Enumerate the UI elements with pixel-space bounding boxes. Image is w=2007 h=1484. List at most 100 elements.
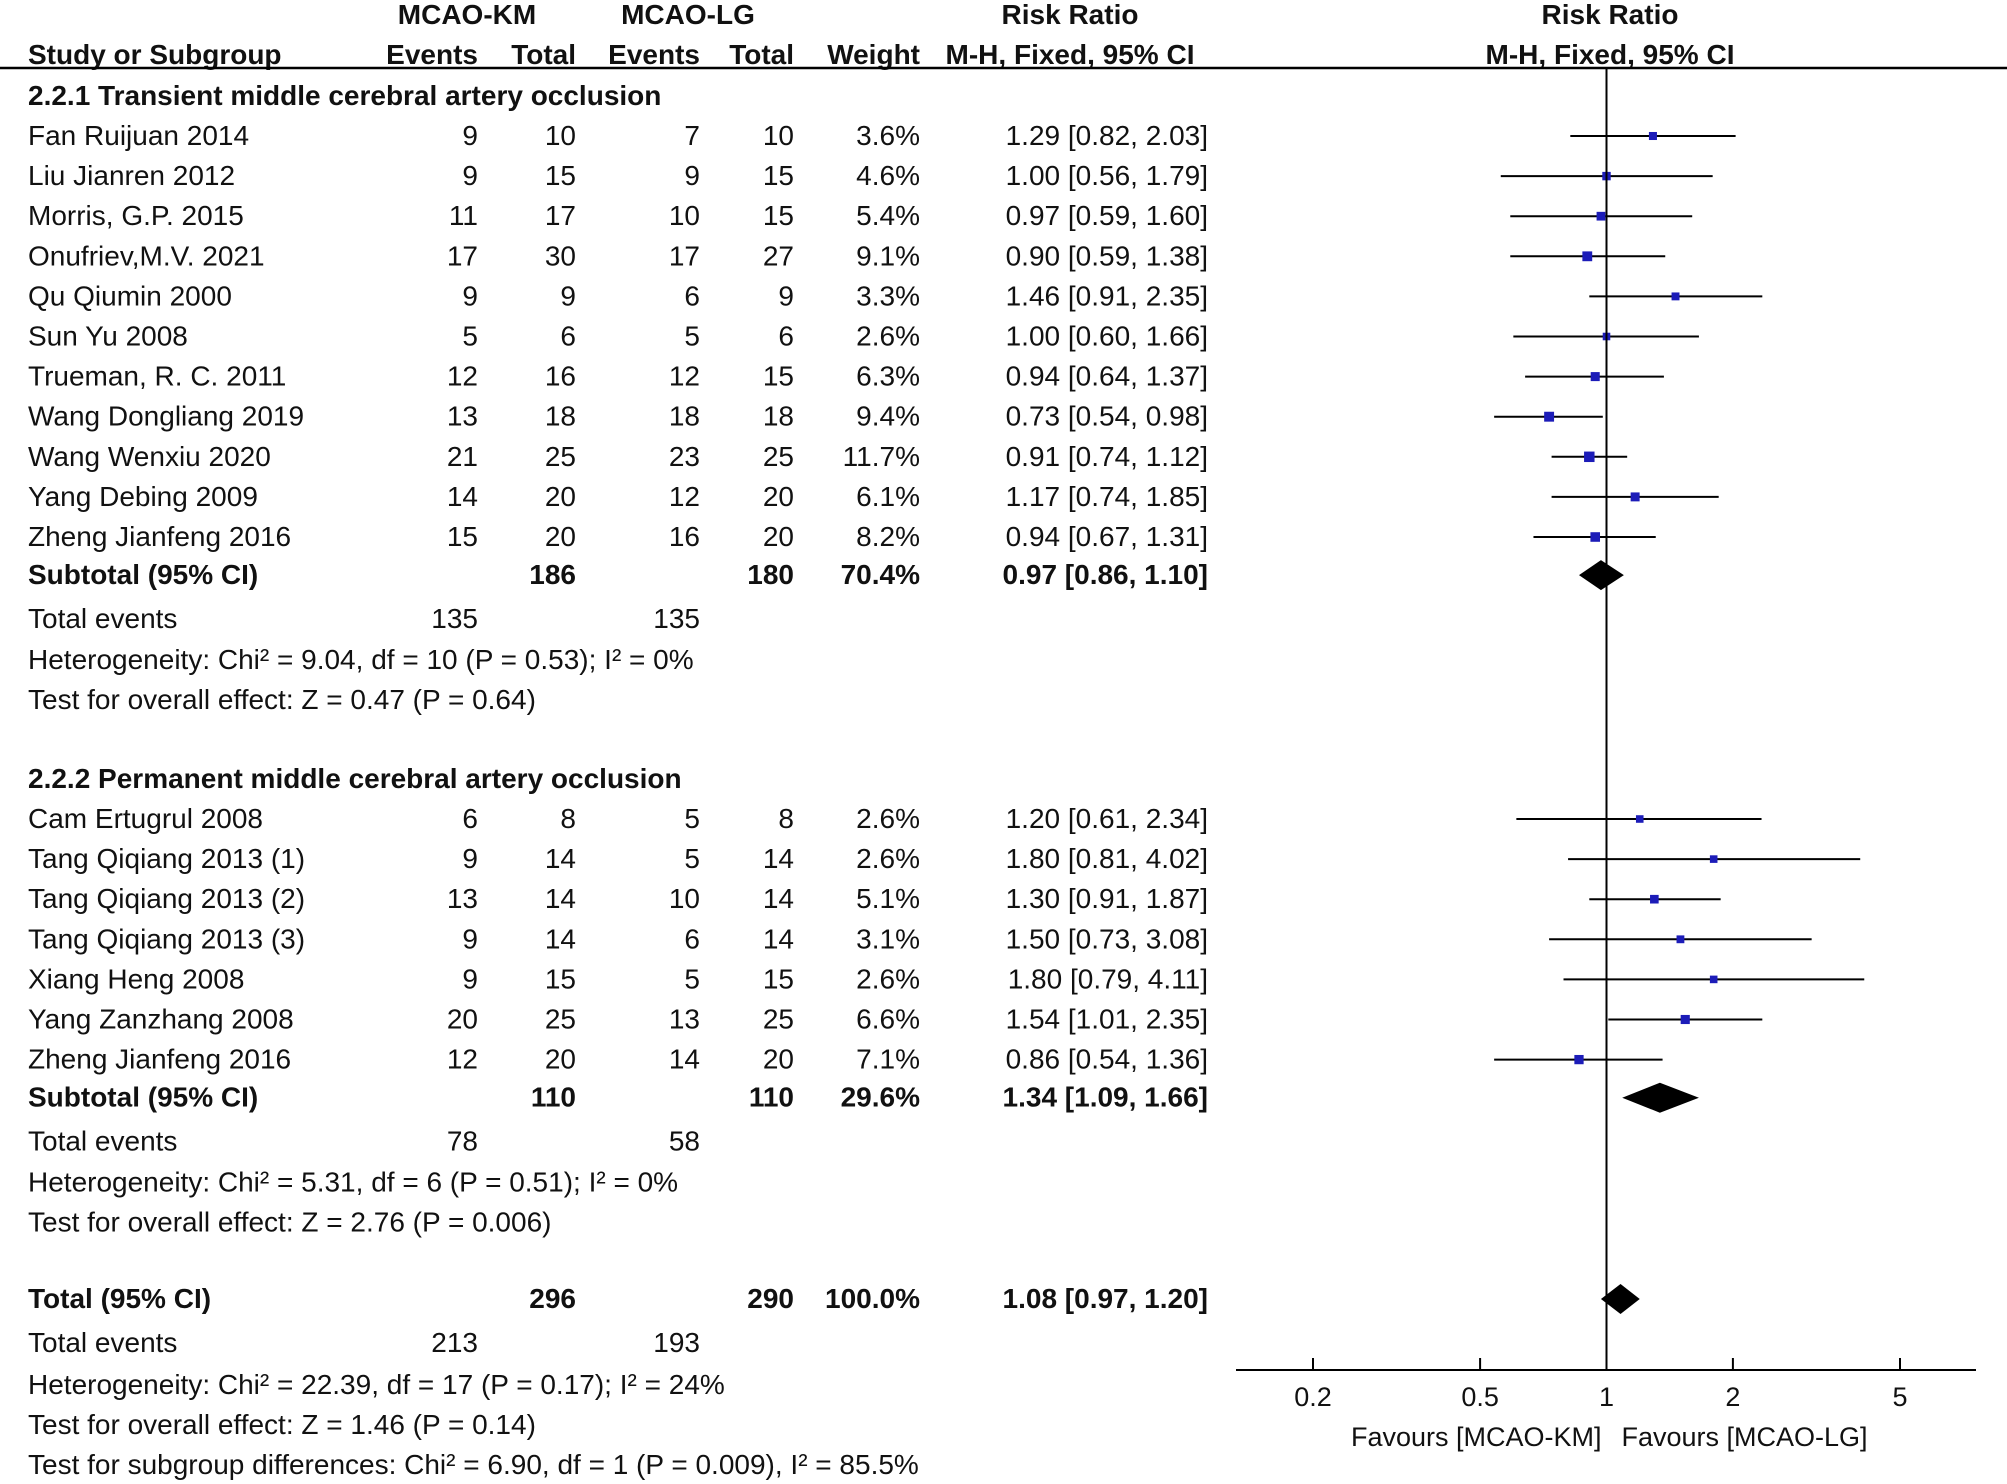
- total-total1: 296: [529, 1283, 576, 1314]
- subtotal-total1: 186: [529, 559, 576, 590]
- total1: 16: [545, 361, 576, 392]
- weight: 11.7%: [843, 441, 920, 472]
- events1: 5: [462, 321, 478, 352]
- weight: 3.1%: [856, 923, 920, 954]
- total1: 15: [545, 160, 576, 191]
- study-marker: [1590, 372, 1600, 382]
- events1: 9: [462, 120, 478, 151]
- study-row: Tang Qiqiang 2013 (1) 9 14 5 14 2.6% 1.80 [0.8…: [28, 843, 1208, 874]
- col-events2: Events: [608, 39, 700, 70]
- ci-text: 1.46 [0.91, 2.35]: [1006, 280, 1208, 311]
- subtotal-ci-text: 1.34 [1.09, 1.66]: [1003, 1082, 1208, 1113]
- events2: 23: [669, 441, 700, 472]
- col-events1: Events: [386, 39, 478, 70]
- study-row: Fan Ruijuan 2014 9 10 7 10 3.6% 1.29 [0.82, 2.…: [28, 120, 1208, 151]
- study-name: Zheng Jianfeng 2016: [28, 521, 291, 552]
- weight: 8.2%: [856, 521, 920, 552]
- study-name: Zheng Jianfeng 2016: [28, 1044, 291, 1075]
- total2: 15: [763, 963, 794, 994]
- total1: 10: [545, 120, 576, 151]
- total-label: Total (95% CI): [28, 1283, 211, 1314]
- heterogeneity: Heterogeneity: Chi² = 9.04, df = 10 (P =…: [28, 644, 694, 675]
- ci-text: 0.97 [0.59, 1.60]: [1006, 200, 1208, 231]
- weight: 3.3%: [856, 280, 920, 311]
- study-name: Wang Wenxiu 2020: [28, 441, 271, 472]
- study-marker: [1574, 1054, 1584, 1065]
- group2-header: MCAO-LG: [621, 0, 755, 30]
- total-overall-effect: Test for overall effect: Z = 1.46 (P = 0…: [28, 1409, 536, 1440]
- subtotal-diamond: [1578, 560, 1624, 591]
- study-row: Zheng Jianfeng 2016 12 20 14 20 7.1% 0.86 [0.5…: [28, 1044, 1208, 1075]
- weight: 6.3%: [856, 361, 920, 392]
- ci-text: 0.91 [0.74, 1.12]: [1006, 441, 1208, 472]
- events1: 9: [462, 280, 478, 311]
- study-name: Tang Qiqiang 2013 (3): [28, 923, 305, 954]
- total1: 25: [545, 441, 576, 472]
- study-row: Trueman, R. C. 2011 12 16 12 15 6.3% 0.94 [0.6…: [28, 361, 1208, 392]
- ci-text: 0.94 [0.64, 1.37]: [1006, 361, 1208, 392]
- events1: 9: [462, 923, 478, 954]
- overall-effect: Test for overall effect: Z = 2.76 (P = 0…: [28, 1207, 551, 1238]
- study-name: Tang Qiqiang 2013 (2): [28, 883, 305, 914]
- ci-text: 0.73 [0.54, 0.98]: [1006, 401, 1208, 432]
- events2: 5: [684, 803, 700, 834]
- events1: 12: [447, 1044, 478, 1075]
- total2: 14: [763, 843, 794, 874]
- events1: 13: [447, 401, 478, 432]
- total1: 14: [545, 923, 576, 954]
- study-row: Wang Dongliang 2019 13 18 18 18 9.4% 0.73 [0.5…: [28, 401, 1208, 432]
- total2: 20: [763, 1044, 794, 1075]
- total1: 18: [545, 401, 576, 432]
- ci-text: 1.80 [0.79, 4.11]: [1008, 963, 1208, 994]
- total2: 15: [763, 200, 794, 231]
- ci-text: 0.86 [0.54, 1.36]: [1006, 1044, 1208, 1075]
- events2: 12: [669, 361, 700, 392]
- subtotal-events-events1: 78: [447, 1126, 478, 1157]
- events1: 9: [462, 963, 478, 994]
- total-events-events2: 193: [653, 1327, 700, 1358]
- study-marker: [1709, 975, 1718, 984]
- subtotal-events-label: Total events: [28, 1126, 177, 1157]
- study-row: Qu Qiumin 2000 9 9 6 9 3.3% 1.46 [0.91, 2.35]: [28, 280, 1208, 311]
- events1: 12: [447, 361, 478, 392]
- events2: 6: [684, 280, 700, 311]
- total1: 20: [545, 1044, 576, 1075]
- col-study: Study or Subgroup: [28, 39, 282, 70]
- weight: 4.6%: [856, 160, 920, 191]
- events2: 5: [684, 321, 700, 352]
- total1: 9: [560, 280, 576, 311]
- subtotal-label: Subtotal (95% CI): [28, 559, 258, 590]
- study-marker: [1590, 532, 1601, 542]
- weight: 5.4%: [856, 200, 920, 231]
- events2: 5: [684, 843, 700, 874]
- total-ci-text: 1.08 [0.97, 1.20]: [1003, 1283, 1208, 1314]
- study-marker: [1676, 935, 1685, 944]
- study-row: Wang Wenxiu 2020 21 25 23 25 11.7% 0.91 [0.74,…: [28, 441, 1208, 472]
- events2: 10: [669, 883, 700, 914]
- subtotal-weight: 70.4%: [841, 559, 920, 590]
- study-marker: [1650, 894, 1659, 904]
- subtotal-total2: 180: [747, 559, 794, 590]
- events1: 14: [447, 481, 478, 512]
- study-row: Sun Yu 2008 5 6 5 6 2.6% 1.00 [0.60, 1.66]: [28, 321, 1208, 352]
- ci-text: 1.00 [0.56, 1.79]: [1006, 160, 1208, 191]
- total2: 15: [763, 361, 794, 392]
- ci-text: 1.80 [0.81, 4.02]: [1006, 843, 1208, 874]
- overall-effect: Test for overall effect: Z = 0.47 (P = 0…: [28, 684, 536, 715]
- weight: 6.1%: [856, 481, 920, 512]
- favours-left: Favours [MCAO-KM]: [1351, 1422, 1602, 1452]
- study-marker: [1582, 251, 1593, 262]
- events1: 9: [462, 843, 478, 874]
- col-total2: Total: [729, 39, 794, 70]
- study-row: Tang Qiqiang 2013 (3) 9 14 6 14 3.1% 1.50 [0.7…: [28, 923, 1208, 954]
- study-name: Xiang Heng 2008: [28, 963, 244, 994]
- total2: 9: [778, 280, 794, 311]
- total1: 17: [545, 200, 576, 231]
- events1: 17: [447, 240, 478, 271]
- total1: 20: [545, 521, 576, 552]
- ci-text: 1.00 [0.60, 1.66]: [1006, 321, 1208, 352]
- study-row: Tang Qiqiang 2013 (2) 13 14 10 14 5.1% 1.30 [0…: [28, 883, 1208, 914]
- events2: 10: [669, 200, 700, 231]
- events1: 15: [447, 521, 478, 552]
